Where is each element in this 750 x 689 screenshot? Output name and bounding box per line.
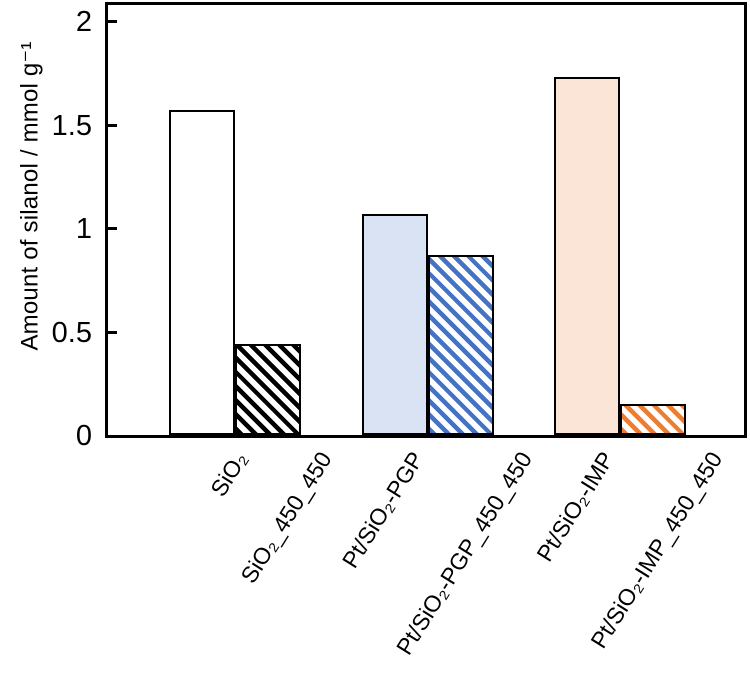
bar-3 <box>428 255 494 435</box>
y-tick-label: 1.5 <box>51 109 92 142</box>
bar-5 <box>620 404 686 435</box>
bar-1 <box>235 344 301 435</box>
y-tick-label: 0 <box>75 420 92 452</box>
y-tick-mark <box>108 20 117 23</box>
bar-0 <box>169 110 235 435</box>
y-tick-label: 0.5 <box>51 316 92 349</box>
x-category-label: Pt/SiO₂-IMP <box>531 447 620 566</box>
x-category-label: SiO₂ <box>204 447 253 501</box>
y-tick-mark <box>108 330 117 334</box>
x-category-label: Pt/SiO₂-PGP <box>337 447 430 573</box>
bar-4 <box>554 77 620 435</box>
bar-2 <box>362 214 428 435</box>
y-tick-label: 1 <box>75 213 92 245</box>
y-tick-mark <box>108 123 117 127</box>
x-category-label: SiO₂_450_450 <box>235 447 338 588</box>
y-tick-label: 2 <box>75 6 92 38</box>
y-axis-title: Amount of silanol / mmol g⁻¹ <box>16 41 44 351</box>
y-tick-mark <box>108 227 117 230</box>
plot-area <box>105 2 747 438</box>
